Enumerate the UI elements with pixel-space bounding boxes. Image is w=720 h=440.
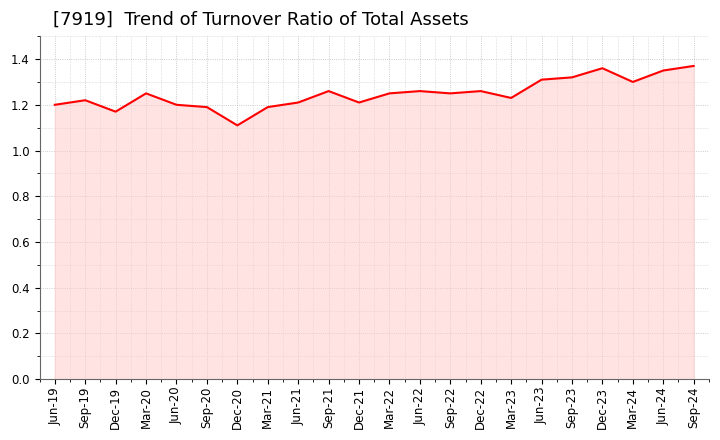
Text: [7919]  Trend of Turnover Ratio of Total Assets: [7919] Trend of Turnover Ratio of Total … <box>53 11 469 29</box>
